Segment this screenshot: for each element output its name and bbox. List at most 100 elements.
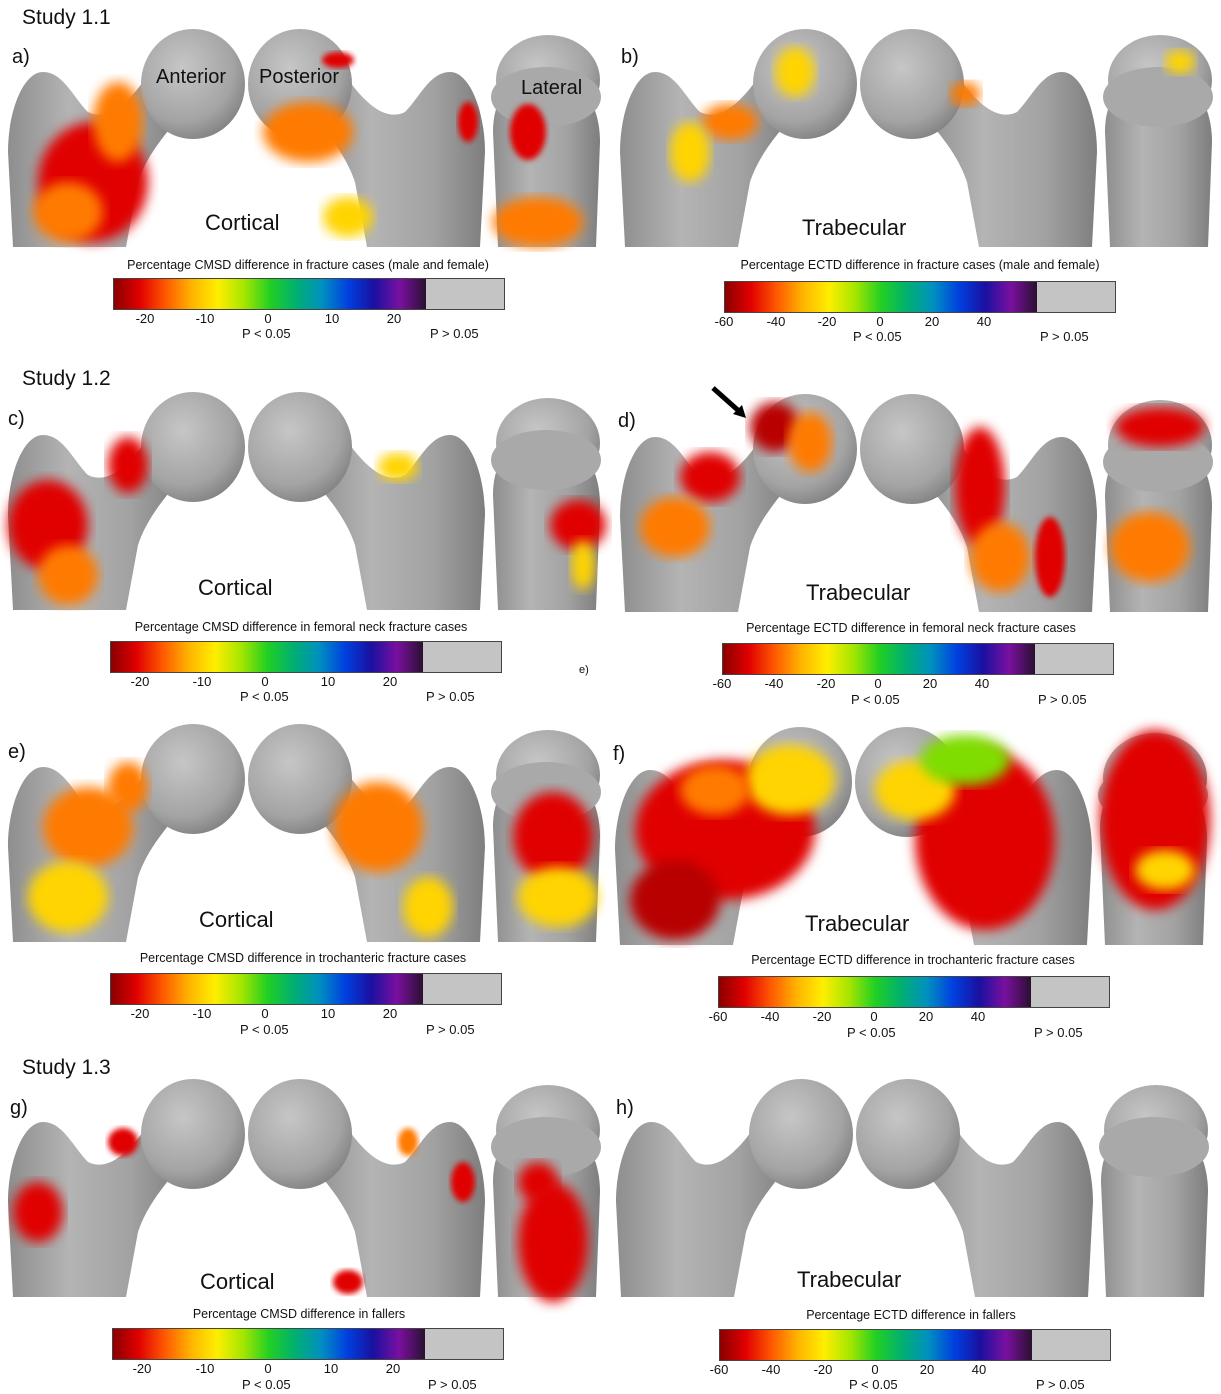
arrow-line <box>711 386 742 414</box>
significance-region <box>750 402 800 452</box>
colorbar-tick-label: 0 <box>874 676 882 691</box>
significance-region <box>970 522 1030 592</box>
significance-region <box>403 877 453 937</box>
significance-region <box>640 497 710 557</box>
significance-region <box>458 102 478 142</box>
arrow-head <box>733 405 746 418</box>
panel-d-bones <box>620 394 1213 612</box>
colorbar-tick-label: 20 <box>382 1006 398 1021</box>
significance-region <box>775 47 815 97</box>
colorbar-tick-label: 10 <box>323 1361 339 1376</box>
view-label-lateral: Lateral <box>521 77 583 99</box>
greater-trochanter <box>491 430 601 490</box>
colorbar-tick-label: -20 <box>812 1009 832 1024</box>
greater-trochanter <box>491 1117 601 1177</box>
view-label-anterior: Anterior <box>156 66 227 88</box>
study-heading-1-3: Study 1.3 <box>22 1056 111 1079</box>
significance-region <box>1035 517 1065 597</box>
greater-trochanter <box>1103 432 1213 492</box>
colorbar-tick-label: 10 <box>324 311 340 326</box>
significance-label-high: P > 0.05 <box>1036 1377 1085 1392</box>
significance-label-high: P > 0.05 <box>1034 1025 1083 1040</box>
colorbar-f <box>718 976 1110 1008</box>
colorbar-tick-label: -40 <box>760 1009 780 1024</box>
bone-label-c: Cortical <box>198 575 273 600</box>
colorbar-tick-label: -20 <box>130 1006 150 1021</box>
significance-label-high: P > 0.05 <box>426 1022 475 1037</box>
colorbar-tick-label: 0 <box>876 314 884 329</box>
femoral-head <box>248 392 352 502</box>
femoral-head <box>749 1079 853 1189</box>
colorbar-tick-label: 10 <box>320 1006 336 1021</box>
colorbar-tick-label: -20 <box>132 1361 152 1376</box>
femur-shaft <box>310 1122 485 1297</box>
significance-region <box>1115 407 1205 447</box>
colorbar-tick-label: -20 <box>817 314 837 329</box>
significance-region <box>513 792 593 882</box>
significance-label-high: P > 0.05 <box>428 1377 477 1392</box>
colorbar-tick-label: -10 <box>195 1361 215 1376</box>
femoral-head <box>141 1079 245 1189</box>
view-label-posterior: Posterior <box>259 66 340 88</box>
femoral-head <box>141 392 245 502</box>
colorbar-title-d: Percentage ECTD difference in femoral ne… <box>746 621 1076 635</box>
colorbar-title-a: Percentage CMSD difference in fracture c… <box>127 258 489 272</box>
colorbar-tick-label: -60 <box>709 1362 729 1377</box>
panel-label-c: c) <box>8 408 25 430</box>
significance-region <box>1135 850 1195 890</box>
bone-label-g: Cortical <box>200 1269 275 1294</box>
colorbar-tick-label: 20 <box>924 314 940 329</box>
colorbar-tick-label: 40 <box>976 314 992 329</box>
significance-region <box>571 540 595 590</box>
colorbar-tick-label: 20 <box>918 1009 934 1024</box>
femoral-head <box>860 394 964 504</box>
colorbar-tick-label: 0 <box>870 1009 878 1024</box>
colorbar-title-h: Percentage ECTD difference in fallers <box>806 1308 1016 1322</box>
colorbar-title-c: Percentage CMSD difference in femoral ne… <box>134 620 468 634</box>
study-heading-1-2: Study 1.2 <box>22 367 111 390</box>
colorbar-tick-label: 20 <box>919 1362 935 1377</box>
significance-region <box>745 745 835 815</box>
significance-label-low: P < 0.05 <box>853 329 902 344</box>
colorbar-tick-label: 40 <box>970 1009 986 1024</box>
panel-b-bones <box>620 29 1213 248</box>
panel-g-bones <box>8 1079 601 1302</box>
colorbar-tick-label: 10 <box>320 674 336 689</box>
bone-label-b: Trabecular <box>802 215 907 240</box>
significance-region <box>43 787 133 867</box>
colorbar-c <box>110 641 502 673</box>
femur-shaft <box>616 1122 791 1297</box>
colorbar-tick-label: -20 <box>816 676 836 691</box>
significance-label-low: P < 0.05 <box>240 689 289 704</box>
femur-shaft <box>922 72 1097 247</box>
colorbar-title-e: Percentage CMSD difference in trochanter… <box>139 951 467 965</box>
significance-region <box>950 82 980 106</box>
significance-region <box>493 197 583 247</box>
panel-label-b: b) <box>621 46 639 68</box>
significance-region <box>550 500 606 550</box>
significance-label-low: P < 0.05 <box>240 1022 289 1037</box>
study-heading-1-1: Study 1.1 <box>22 6 111 29</box>
panel-f-bones <box>615 727 1210 945</box>
significance-region <box>680 765 750 815</box>
femoral-head <box>248 1079 352 1189</box>
femoral-head <box>141 724 245 834</box>
significance-region <box>333 782 423 872</box>
significance-region <box>398 1128 418 1156</box>
colorbar-title-f: Percentage ECTD difference in trochanter… <box>751 953 1075 967</box>
colorbar-a <box>113 278 505 310</box>
significance-region <box>788 412 832 472</box>
bone-label-a: Cortical <box>205 210 280 235</box>
colorbar-tick-label: -40 <box>761 1362 781 1377</box>
colorbar-tick-label: -10 <box>192 1006 212 1021</box>
colorbar-tick-label: -60 <box>712 676 732 691</box>
femur-shaft <box>310 72 485 247</box>
colorbar-tick-label: -10 <box>195 311 215 326</box>
colorbar-tick-label: -20 <box>135 311 155 326</box>
significance-region <box>322 52 354 68</box>
significance-region <box>1110 512 1190 582</box>
significance-region <box>670 122 710 182</box>
femoral-head <box>860 29 964 139</box>
significance-region <box>510 104 546 160</box>
